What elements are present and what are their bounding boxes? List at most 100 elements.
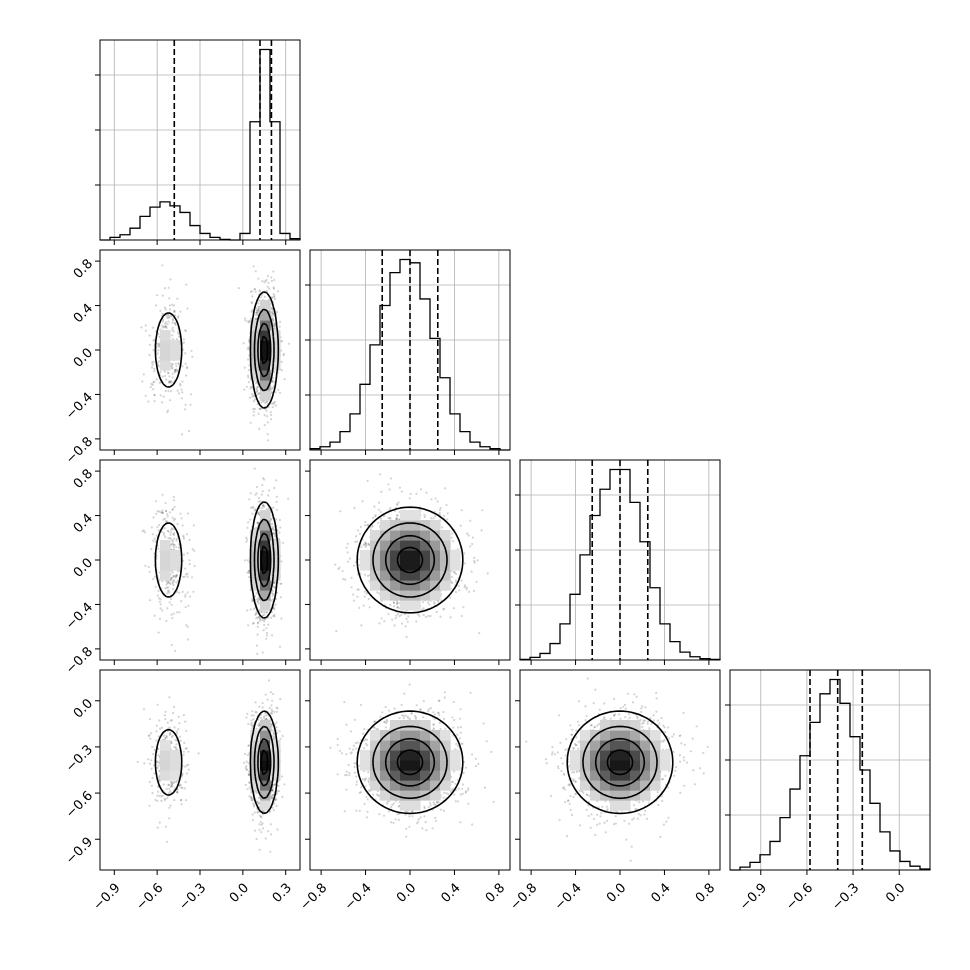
sample-point	[159, 603, 162, 606]
histogram-panel-3	[725, 669, 931, 875]
sample-point	[259, 716, 262, 720]
sample-point	[273, 580, 276, 583]
sample-point	[172, 782, 175, 785]
density-cell	[260, 310, 271, 321]
sample-point	[268, 706, 271, 710]
sample-point	[256, 625, 259, 629]
sample-point	[250, 791, 253, 794]
sample-point	[252, 621, 255, 625]
sample-point	[257, 513, 260, 516]
sample-point	[273, 294, 276, 298]
sample-point	[338, 566, 341, 569]
density-cell	[260, 340, 271, 351]
sample-point	[169, 790, 172, 793]
sample-point	[148, 804, 151, 807]
sample-point	[255, 311, 258, 314]
sample-point	[254, 317, 257, 320]
sample-point	[181, 524, 184, 527]
contour-level-2	[257, 532, 272, 588]
sample-point	[251, 725, 254, 728]
sample-point	[173, 532, 176, 535]
density-cell	[270, 570, 281, 581]
sample-point	[400, 490, 403, 493]
sample-point	[176, 523, 179, 526]
sample-point	[392, 601, 396, 605]
sample-point	[265, 717, 268, 720]
panel-contents	[136, 679, 286, 853]
sample-point	[377, 501, 381, 504]
sample-point	[156, 790, 160, 793]
sample-point	[165, 586, 168, 589]
sample-point	[261, 614, 264, 617]
sample-point	[171, 571, 174, 574]
sample-point	[275, 479, 278, 482]
sample-point	[185, 772, 188, 775]
sample-point	[169, 536, 172, 540]
sample-point	[271, 307, 274, 310]
sample-point	[397, 612, 400, 616]
sample-point	[192, 524, 195, 527]
sample-point	[249, 387, 252, 390]
sample-point	[257, 521, 260, 524]
sample-point	[151, 363, 154, 366]
joint-panel-1-2	[305, 459, 511, 665]
sample-point	[272, 506, 275, 509]
sample-point	[186, 638, 190, 641]
sample-point	[265, 611, 268, 614]
sample-point	[252, 714, 255, 717]
sample-point	[243, 753, 247, 756]
sample-point	[274, 797, 277, 800]
sample-point	[161, 509, 164, 512]
sample-point	[167, 320, 170, 323]
sample-point	[185, 283, 188, 286]
sample-point	[174, 370, 177, 373]
sample-point	[243, 559, 246, 562]
sample-point	[172, 304, 176, 307]
sample-point	[184, 765, 187, 768]
sample-point	[168, 304, 172, 307]
sample-point	[180, 786, 183, 789]
sample-point	[334, 563, 337, 566]
sample-point	[270, 833, 273, 836]
sample-point	[157, 589, 160, 593]
density-cell	[270, 360, 281, 371]
sample-point	[176, 331, 180, 334]
sample-point	[181, 774, 184, 777]
sample-point	[271, 795, 274, 798]
sample-point	[174, 362, 177, 365]
sample-point	[184, 595, 187, 598]
sample-point	[265, 637, 268, 640]
sample-point	[254, 270, 257, 273]
sample-point	[247, 723, 250, 726]
sample-point	[273, 802, 276, 805]
sample-point	[163, 370, 167, 373]
sample-point	[157, 631, 160, 634]
sample-point	[164, 325, 167, 328]
sample-point	[257, 305, 260, 308]
sample-point	[168, 787, 171, 790]
sample-point	[170, 528, 173, 531]
sample-point	[260, 401, 263, 404]
sample-point	[267, 623, 270, 626]
sample-point	[271, 406, 274, 409]
sample-point	[147, 758, 150, 761]
sample-point	[389, 506, 392, 510]
sample-point	[186, 552, 189, 555]
sample-point	[173, 505, 176, 509]
sample-point	[369, 528, 372, 531]
sample-point	[175, 743, 178, 746]
sample-point	[247, 624, 250, 627]
sample-point	[159, 727, 162, 730]
density-cell	[260, 740, 271, 751]
sample-point	[161, 264, 164, 267]
sample-point	[173, 726, 176, 729]
sample-point	[258, 705, 261, 708]
sample-point	[245, 765, 248, 768]
sample-point	[456, 548, 459, 551]
sample-point	[274, 404, 277, 407]
contour-level-1	[253, 725, 275, 800]
sample-point	[171, 326, 174, 329]
sample-point	[180, 798, 183, 802]
sample-point	[281, 734, 284, 738]
sample-point	[272, 296, 276, 299]
